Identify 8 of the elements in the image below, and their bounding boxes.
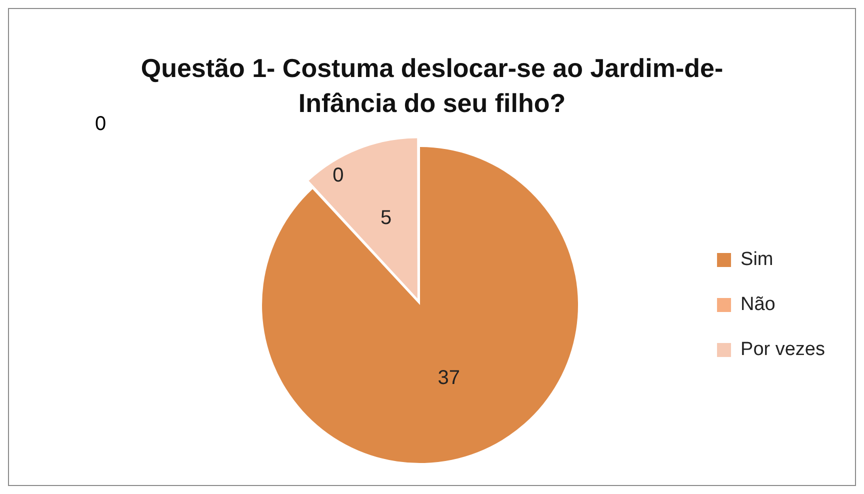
data-label: 5: [380, 206, 392, 229]
chart-title: Questão 1- Costuma deslocar-se ao Jardim-de-Infância do seu filho?: [140, 53, 724, 118]
text: 0: [332, 164, 344, 186]
data-label: 37: [438, 367, 460, 390]
legend-label: Sim: [740, 249, 774, 270]
legend-label: Por vezes: [740, 339, 826, 360]
legend-label: Não: [740, 294, 776, 316]
text: 0: [95, 113, 106, 135]
